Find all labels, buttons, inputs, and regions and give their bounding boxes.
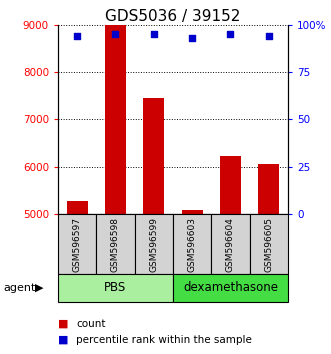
Bar	[182, 210, 203, 354]
FancyBboxPatch shape	[96, 214, 135, 274]
FancyBboxPatch shape	[58, 214, 96, 274]
Point	[113, 32, 118, 37]
FancyBboxPatch shape	[250, 214, 288, 274]
FancyBboxPatch shape	[173, 214, 211, 274]
Text: dexamethasone: dexamethasone	[183, 281, 278, 295]
Text: GSM596604: GSM596604	[226, 217, 235, 272]
Point	[74, 33, 80, 39]
Text: ■: ■	[58, 335, 69, 345]
Bar	[143, 98, 164, 354]
Point	[266, 33, 271, 39]
FancyBboxPatch shape	[135, 214, 173, 274]
Text: percentile rank within the sample: percentile rank within the sample	[76, 335, 252, 345]
Bar	[258, 165, 279, 354]
Point	[189, 35, 195, 41]
Text: agent: agent	[3, 283, 36, 293]
FancyBboxPatch shape	[58, 274, 173, 302]
Text: GSM596598: GSM596598	[111, 217, 120, 272]
Text: PBS: PBS	[104, 281, 126, 295]
Text: ■: ■	[58, 319, 69, 329]
Point	[151, 32, 157, 37]
Bar	[67, 201, 88, 354]
Text: count: count	[76, 319, 106, 329]
FancyBboxPatch shape	[173, 274, 288, 302]
FancyBboxPatch shape	[211, 214, 250, 274]
Text: GSM596605: GSM596605	[264, 217, 273, 272]
Title: GDS5036 / 39152: GDS5036 / 39152	[105, 8, 241, 24]
Text: GSM596603: GSM596603	[188, 217, 197, 272]
Bar	[220, 156, 241, 354]
Point	[228, 32, 233, 37]
Text: GSM596597: GSM596597	[72, 217, 82, 272]
Text: GSM596599: GSM596599	[149, 217, 158, 272]
Bar	[105, 25, 126, 354]
Text: ▶: ▶	[35, 283, 43, 293]
